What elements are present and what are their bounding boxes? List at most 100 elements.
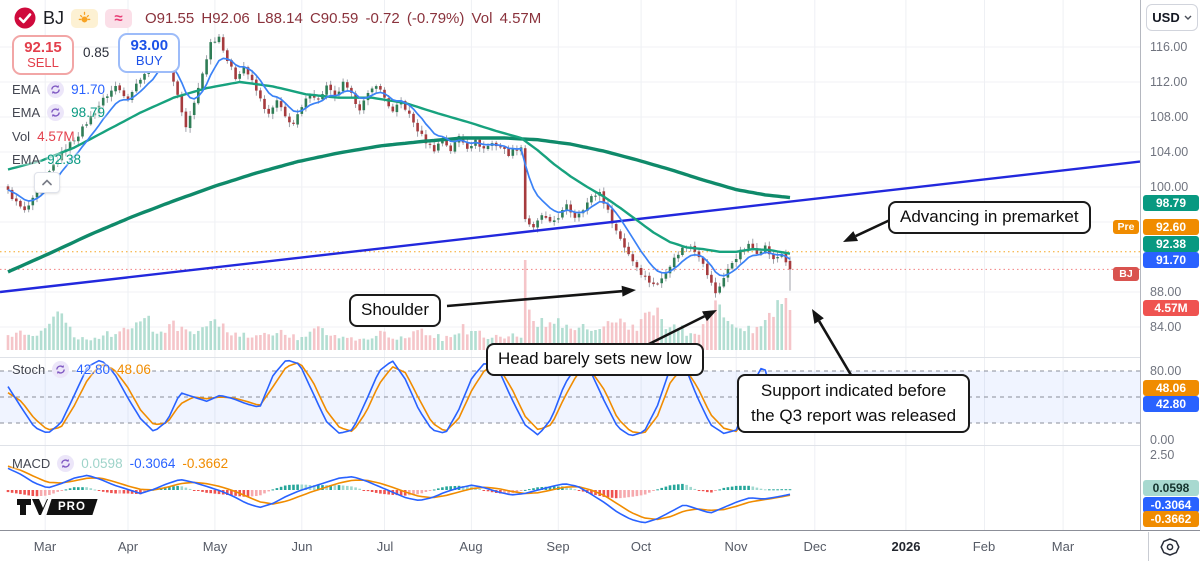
currency-selector[interactable]: USD [1146,4,1198,31]
volume-series [6,260,792,350]
axis-tick-label: 2.50 [1150,448,1175,462]
month-label: Apr [117,539,139,554]
axis-price-badge: 42.80 [1143,396,1199,412]
month-label: Feb [972,539,996,554]
axis-tick-label: 100.00 [1150,180,1189,194]
annotation-premarket[interactable]: Advancing in premarket [888,201,1091,234]
sell-button[interactable]: 92.15 SELL [12,35,74,75]
currency-label: USD [1152,10,1180,25]
legend-row-ema3[interactable]: EMA 92.38 [12,152,81,167]
month-label: Aug [459,539,483,554]
axis-tick-label: 116.00 [1150,40,1188,54]
axis-price-badge: 4.57M [1143,300,1199,316]
buy-price: 93.00 [130,37,169,54]
stoch-d-value: 48.06 [117,362,151,377]
month-label: Oct [630,539,652,554]
chevron-down-icon [1184,15,1192,20]
spread-value: 0.85 [83,45,110,60]
approx-status-icon: ≈ [105,8,133,28]
ema-medium-line[interactable] [7,80,791,255]
macd-label: MACD [12,456,51,471]
annotation-shoulder[interactable]: Shoulder [349,294,442,327]
month-label: May [202,539,228,554]
symbol-header: BJ ≈ O91.55 H92.06 L88.14 C90.59 -0.72 (… [14,7,541,29]
indicator-sync-icon[interactable] [57,455,75,472]
axis-price-badge: 92.60 [1143,219,1199,235]
ema-long-line[interactable] [7,136,791,274]
pro-badge: PRO [46,499,98,515]
collapse-legend-button[interactable] [34,172,60,193]
axis-price-badge: 0.0598 [1143,480,1199,496]
stoch-label: Stoch [12,362,46,377]
legend-row-macd[interactable]: MACD 0.0598 -0.3064 -0.3662 [12,455,228,472]
tradingview-icon [17,499,48,515]
indicator-sync-icon[interactable] [47,104,65,121]
macd-signal-value: -0.3662 [182,456,229,471]
indicator-sync-icon[interactable] [47,81,65,98]
indicator-sync-icon[interactable] [52,361,70,378]
annotation-support[interactable]: Support indicated before the Q3 report w… [737,374,971,434]
pane-separator[interactable] [0,445,1200,446]
axis-tick-label: 112.00 [1150,75,1188,89]
axis-price-badge: 98.79 [1143,195,1199,211]
legend-row-ema1[interactable]: EMA 91.70 [12,81,105,98]
macd-pane[interactable] [6,465,792,524]
stoch-k-value: 42.80 [76,362,111,377]
axis-tick-label: 80.00 [1150,364,1182,378]
month-label: Jun [291,539,313,554]
month-label: Mar [1051,539,1075,554]
ema3-value: 92.38 [47,152,81,167]
volume-label: Vol [12,129,31,144]
axis-tick-label: 0.00 [1150,433,1175,448]
ema-short-line[interactable] [7,57,791,277]
month-label: Nov [724,539,748,554]
chart-settings-gear-icon[interactable] [1157,537,1183,557]
price-axis[interactable]: USD 116.00 112.00 108.00 104.00 100.00 88.00 8… [1113,0,1200,530]
annotation-support-line1: Support indicated before [760,381,947,400]
macd-signal-line [7,465,791,521]
trade-panel: 92.15 SELL 0.85 93.00 BUY [12,33,181,75]
axis-tick-label: 104.00 [1150,145,1189,159]
buy-label: BUY [135,53,163,68]
time-axis[interactable]: Mar Apr May Jun Jul Aug Sep Oct Nov Dec 2026 Feb Mar [0,530,1200,561]
axis-price-badge: -0.3064 [1143,497,1199,513]
legend-row-volume[interactable]: Vol 4.57M [12,129,75,144]
trendline[interactable] [0,160,1140,294]
sell-label: SELL [27,55,59,70]
month-label: Jul [376,539,394,554]
premarket-sun-icon [71,8,99,28]
axis-tick-label: 88.00 [1150,285,1182,299]
axis-price-badge: 48.06 [1143,380,1199,396]
axis-mini-badge: BJ [1113,267,1139,281]
sell-price: 92.15 [24,39,62,56]
legend-row-stoch[interactable]: Stoch 42.80 48.06 [12,361,151,378]
symbol-name[interactable]: BJ [43,7,65,28]
ema1-label: EMA [12,82,41,97]
price-pane[interactable] [0,34,1140,350]
month-label: Mar [33,539,57,554]
stoch-k-line [7,359,791,437]
annotation-head[interactable]: Head barely sets new low [486,343,704,376]
axis-mini-badge: Pre [1113,220,1139,234]
macd-main-line [7,467,791,524]
tradingview-pro-logo[interactable]: PRO [15,495,98,519]
month-label: Dec [803,539,827,554]
axis-tick-label: 108.00 [1150,110,1189,124]
axis-tick-label: 84.00 [1150,320,1182,334]
ema1-value: 91.70 [71,82,105,97]
volume-value: 4.57M [37,129,75,144]
gridlines [0,0,1140,530]
axis-price-badge: -0.3662 [1143,511,1199,527]
legend-row-ema2[interactable]: EMA 98.79 [12,104,105,121]
month-label: Sep [546,539,570,554]
ema2-label: EMA [12,105,41,120]
ema2-value: 98.79 [71,105,105,120]
annotation-support-line2: the Q3 report was released [751,405,957,425]
axis-price-badge: 91.70 [1143,252,1199,268]
axis-price-badge: 92.38 [1143,236,1199,252]
chart-canvas[interactable] [0,0,1140,530]
macd-line-value: -0.3064 [129,456,176,471]
buy-button[interactable]: 93.00 BUY [118,33,181,73]
symbol-logo-check-icon [14,7,36,29]
